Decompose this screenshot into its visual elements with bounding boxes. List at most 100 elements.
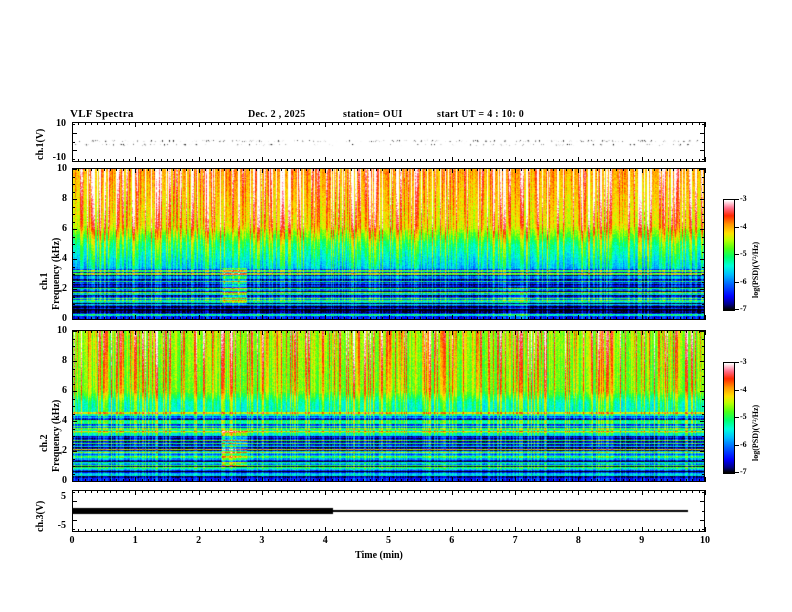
- xtick-bottom: [236, 159, 238, 162]
- xtick-top: [147, 168, 149, 171]
- xtick-top: [445, 168, 447, 171]
- xtick-bottom: [299, 479, 301, 482]
- xtick-top: [667, 168, 669, 171]
- xtick-top: [223, 330, 225, 333]
- xtick-top: [610, 490, 612, 493]
- header-date: Dec. 2 , 2025: [248, 109, 306, 120]
- xtick-bottom: [705, 477, 706, 482]
- xtick-bottom: [426, 317, 428, 320]
- xtick-top: [363, 490, 365, 493]
- xtick-top: [458, 490, 460, 493]
- xtick-top: [318, 168, 320, 171]
- xtick-top: [255, 122, 257, 125]
- colorbar-ch1: [723, 199, 735, 311]
- xtick-bottom: [635, 479, 637, 482]
- xtick-bottom: [458, 529, 460, 532]
- xtick-top: [337, 122, 339, 125]
- xtick-bottom: [578, 527, 580, 532]
- xtick-bottom: [331, 317, 333, 320]
- xtick-bottom: [388, 527, 390, 532]
- xtick-top: [192, 490, 194, 493]
- xtick-top: [97, 168, 99, 171]
- xtick-top: [179, 122, 181, 125]
- xtick-top: [242, 168, 244, 171]
- xtick-bottom: [299, 317, 301, 320]
- colorbar-tick-label: -6: [740, 439, 747, 449]
- ytick-left: [72, 176, 75, 178]
- xtick-top: [287, 122, 289, 125]
- xtick-top: [572, 122, 574, 125]
- xtick-top: [458, 168, 460, 171]
- xtick-top: [261, 168, 263, 173]
- xtick-top: [249, 330, 251, 333]
- xtick-top: [287, 168, 289, 171]
- ytick-right: [702, 338, 705, 340]
- xtick-top: [90, 330, 92, 333]
- xtick-bottom: [217, 159, 219, 162]
- xtick-bottom: [622, 159, 624, 162]
- ytick-right: [702, 214, 705, 215]
- ytick-left: [72, 169, 77, 170]
- xtick-top: [496, 330, 498, 333]
- xtick-top: [692, 168, 694, 171]
- xtick-bottom: [109, 479, 111, 482]
- xtick-top: [413, 122, 415, 125]
- xtick-bottom: [458, 479, 460, 482]
- ytick-left: [72, 376, 75, 377]
- xtick-top: [540, 122, 542, 125]
- colorbar-tick-label: -5: [740, 412, 747, 421]
- xtick-bottom: [312, 317, 314, 320]
- xtick-bottom: [306, 159, 308, 162]
- xtick-top: [217, 168, 219, 171]
- xtick-bottom: [154, 479, 156, 482]
- xtick-top: [660, 490, 662, 493]
- xtick-bottom: [236, 479, 238, 482]
- xtick-bottom: [686, 159, 687, 162]
- xtick-bottom: [445, 479, 447, 482]
- xtick-bottom: [217, 479, 219, 482]
- xtick-bottom: [407, 159, 409, 162]
- xtick-top: [553, 490, 555, 493]
- xtick-top: [578, 122, 580, 127]
- xtick-top: [692, 490, 694, 493]
- xtick-top: [375, 490, 377, 493]
- xtick-top: [154, 122, 156, 125]
- xtick-top: [610, 168, 612, 171]
- xtick-top: [299, 490, 301, 493]
- xtick-top: [369, 330, 371, 333]
- xtick-top: [236, 490, 238, 493]
- xtick-bottom: [97, 159, 99, 162]
- xtick-top: [445, 490, 447, 493]
- ytick-right: [702, 311, 705, 313]
- xtick-bottom: [242, 479, 244, 482]
- xtick-bottom: [502, 479, 504, 482]
- xtick-bottom: [255, 317, 257, 320]
- xtick-top: [363, 330, 365, 333]
- xtick-top: [527, 168, 529, 171]
- xtick-top: [185, 168, 187, 171]
- ytick-left: [72, 319, 77, 320]
- xtick-top: [223, 490, 225, 493]
- xtick-top: [648, 168, 650, 171]
- xtick-top: [553, 330, 555, 333]
- xtick-top: [597, 330, 599, 333]
- xtick-top: [439, 490, 441, 493]
- xtick-top: [705, 490, 706, 495]
- xtick-bottom: [451, 157, 453, 162]
- xtick-bottom: [141, 479, 143, 482]
- xtick-top: [382, 168, 384, 171]
- xtick-top: [249, 490, 251, 493]
- xtick-top: [483, 168, 485, 171]
- ytick-left: [72, 529, 75, 530]
- xtick-bottom: [103, 529, 105, 532]
- xtick-top: [565, 122, 567, 125]
- xtick-top: [97, 122, 99, 125]
- xtick-top: [470, 122, 472, 125]
- xtick-top: [166, 330, 168, 333]
- xtick-top: [534, 122, 536, 125]
- xtick-top: [635, 330, 637, 333]
- xtick-bottom: [280, 159, 282, 162]
- y-tick-label: 0: [62, 475, 67, 486]
- ytick-left: [72, 473, 75, 475]
- xtick-bottom: [603, 529, 605, 532]
